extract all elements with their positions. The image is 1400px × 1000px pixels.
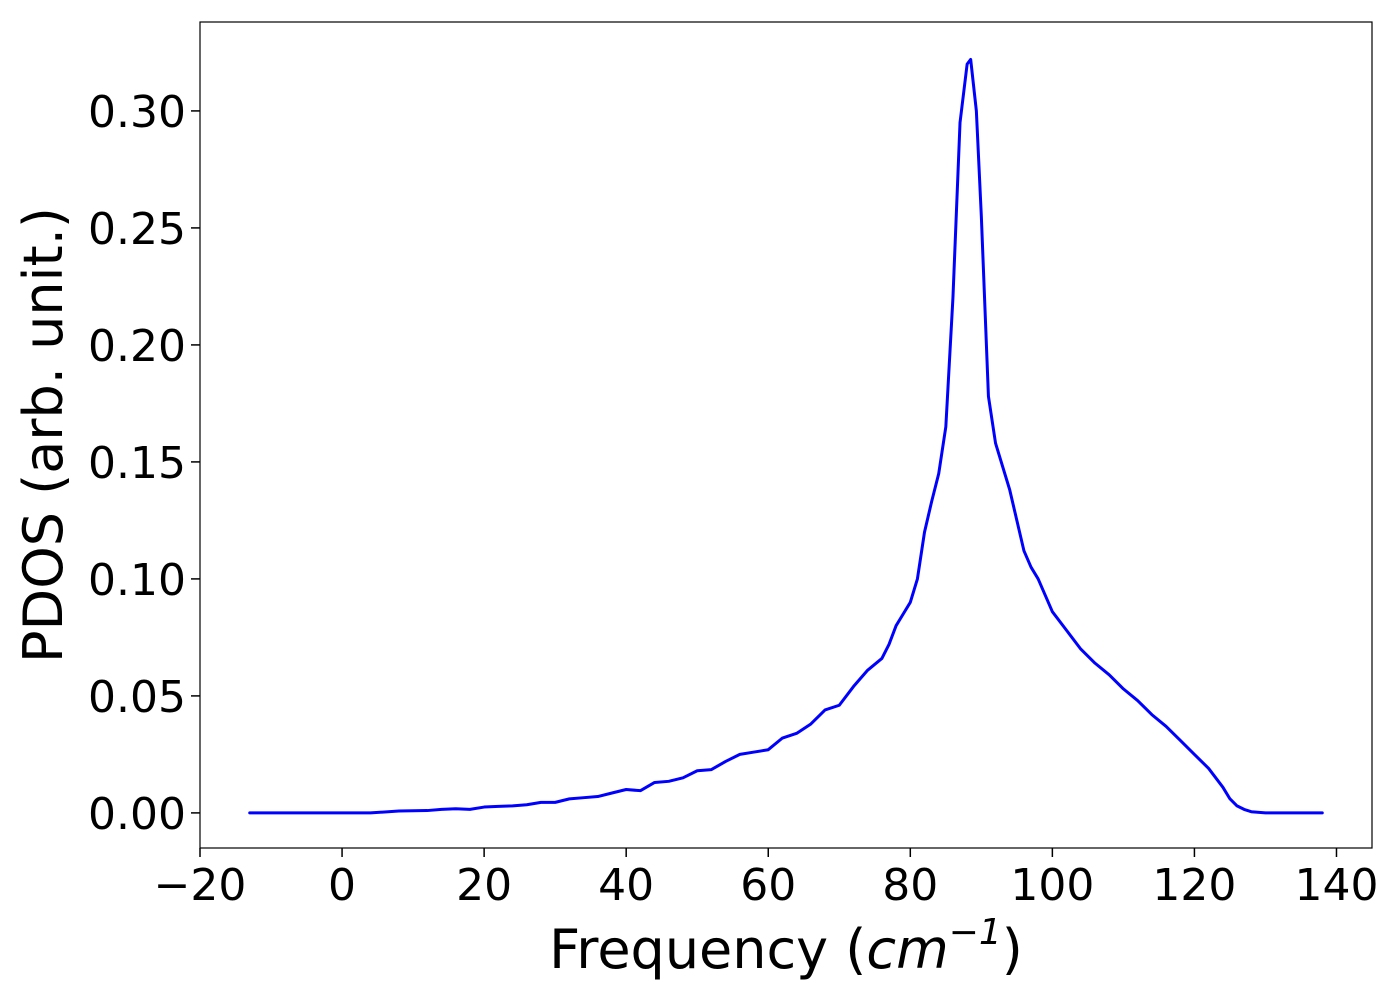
y-tick-label: 0.05 xyxy=(88,672,186,723)
y-axis-label: PDOS (arb. unit.) xyxy=(12,207,75,663)
series-line-0 xyxy=(248,57,1324,815)
x-axis-label-unit: cm xyxy=(866,918,948,981)
x-tick-label: 80 xyxy=(882,860,938,911)
y-tick-label: 0.25 xyxy=(88,204,186,255)
x-tick-label: 100 xyxy=(1010,860,1094,911)
x-axis-label: Frequency (cm−1) xyxy=(549,912,1023,981)
x-tick-label: 120 xyxy=(1152,860,1236,911)
plot-frame xyxy=(199,21,1373,849)
y-tick-label: 0.30 xyxy=(88,87,186,138)
x-tick-label: 140 xyxy=(1294,860,1378,911)
x-tick-label: 60 xyxy=(740,860,796,911)
x-axis-label-exponent: −1 xyxy=(949,912,1002,953)
plot-area xyxy=(248,57,1324,815)
x-tick-label: 20 xyxy=(456,860,512,911)
y-tick-label: 0.00 xyxy=(88,789,186,840)
x-tick-label: 40 xyxy=(598,860,654,911)
x-axis: −20 0 20 40 60 80 100 120 140 xyxy=(154,848,1378,911)
x-axis-label-prefix: Frequency ( xyxy=(549,918,866,981)
x-axis-label-suffix: ) xyxy=(1002,918,1023,981)
y-axis: 0.00 0.05 0.10 0.15 0.20 0.25 0.30 xyxy=(88,87,200,840)
x-tick-label: 0 xyxy=(328,860,356,911)
y-tick-label: 0.20 xyxy=(88,321,186,372)
y-tick-label: 0.15 xyxy=(88,438,186,489)
y-tick-label: 0.10 xyxy=(88,555,186,606)
x-tick-label: −20 xyxy=(154,860,247,911)
